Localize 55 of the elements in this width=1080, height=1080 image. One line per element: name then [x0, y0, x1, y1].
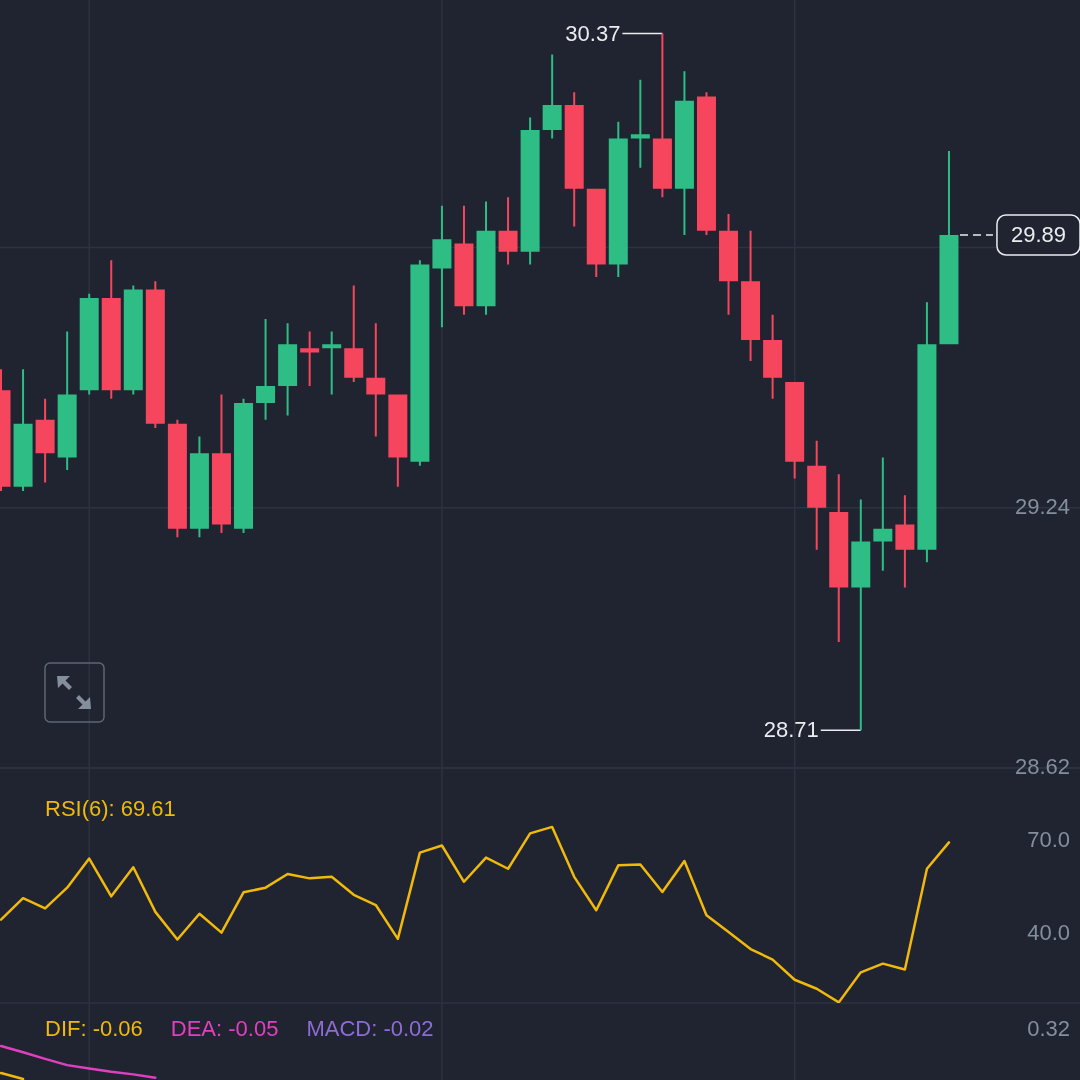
candlestick: [498, 197, 518, 265]
candlestick: [873, 457, 893, 571]
ref-line-label: 29.89: [1010, 222, 1066, 248]
candlestick: [586, 188, 606, 277]
candlestick: [211, 394, 231, 533]
candlestick: [785, 381, 805, 479]
y-tick-label: 70.0: [1027, 827, 1070, 853]
candlestick: [763, 314, 783, 399]
candlestick: [388, 394, 408, 487]
candlestick: [366, 323, 386, 437]
candlestick: [851, 499, 871, 731]
candlestick: [145, 281, 165, 429]
candlestick: [189, 436, 209, 538]
candlestick: [630, 79, 650, 168]
candlestick: [322, 331, 342, 395]
candlestick: [432, 205, 452, 328]
annotation: 28.71: [763, 717, 819, 743]
candlestick: [652, 33, 672, 198]
candlestick: [542, 54, 562, 139]
series-label: DIF: -0.06: [45, 1016, 143, 1042]
candlestick: [674, 71, 694, 236]
candlestick: [344, 285, 364, 382]
y-tick-label: 29.24: [1014, 493, 1070, 519]
candlestick: [167, 419, 187, 538]
candlestick: [300, 331, 320, 387]
candlestick: [917, 302, 937, 563]
candlestick: [454, 205, 474, 315]
candlestick: [696, 92, 716, 236]
candlestick: [278, 323, 298, 416]
candlestick: [57, 331, 77, 471]
candlestick: [939, 151, 959, 345]
candlestick: [564, 92, 584, 227]
candlestick: [35, 398, 55, 483]
candlestick: [13, 369, 33, 492]
candlestick: [256, 318, 276, 420]
series-label: DEA: -0.05: [170, 1016, 279, 1042]
text: RSI(6): 69.61: [45, 796, 176, 822]
candlestick: [79, 293, 99, 395]
candlestick: [829, 474, 849, 643]
candlestick: [234, 398, 254, 533]
candlestick: [608, 121, 628, 277]
y-tick-label: 28.62: [1014, 754, 1070, 780]
candlestick: [895, 495, 915, 588]
candlestick: [101, 260, 121, 399]
annotation: 30.37: [565, 20, 621, 46]
text: 0.32: [1027, 1016, 1070, 1042]
candlestick: [520, 117, 540, 265]
legend-label: MACD: -0.02: [306, 1016, 434, 1042]
candlestick: [410, 260, 430, 466]
candlestick: [476, 201, 496, 315]
candlestick: [807, 440, 827, 550]
candlestick: [123, 285, 143, 395]
candlestick: [741, 230, 761, 361]
y-tick-label: 40.0: [1027, 920, 1070, 946]
candlestick: [719, 214, 739, 315]
